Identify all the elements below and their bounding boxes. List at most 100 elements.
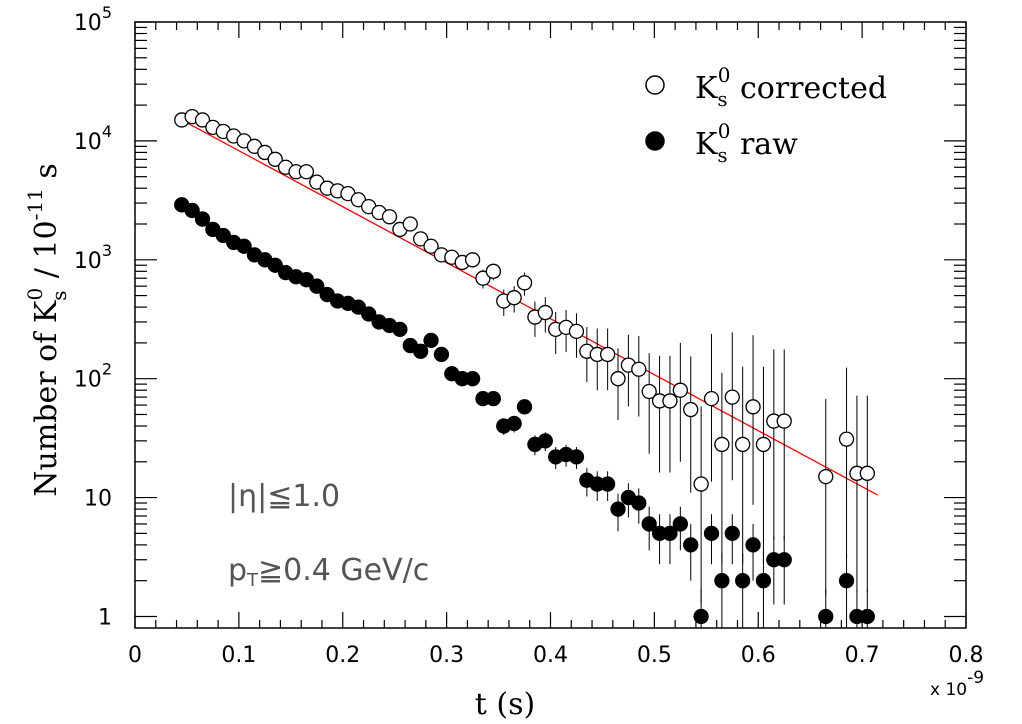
raw-data-point: [392, 321, 408, 337]
raw-data-point: [859, 608, 875, 625]
raw-data-point: [309, 278, 325, 294]
legend-entry-corrected: Ks0 corrected: [695, 63, 887, 111]
corrected-data-point: [641, 383, 657, 400]
raw-data-point: [464, 371, 481, 387]
y-tick-label: 1: [98, 605, 112, 630]
raw-data-point: [776, 552, 792, 568]
raw-data-point: [755, 573, 772, 589]
corrected-data-point: [350, 192, 366, 208]
raw-data-point: [361, 306, 377, 322]
corrected-data-point: [516, 275, 533, 291]
x-tick-label: 0: [128, 643, 142, 668]
corrected-data-point: [703, 390, 720, 407]
corrected-data-point: [267, 151, 283, 167]
raw-data-point: [215, 227, 231, 244]
raw-data-point: [683, 537, 699, 553]
x-tick-label: 0.6: [741, 643, 776, 668]
raw-data-point: [672, 516, 688, 532]
annotation-pt: pT≧0.4 GeV/c: [228, 553, 429, 591]
y-title-mid: / 10: [29, 220, 64, 287]
legend-raw-base: K: [695, 127, 718, 162]
raw-data-point: [693, 608, 709, 625]
x-tick-label: 0.3: [429, 643, 464, 668]
raw-data-point: [350, 299, 366, 315]
corrected-data-point: [485, 263, 502, 279]
corrected-data-point: [724, 389, 740, 405]
raw-data-point: [818, 608, 834, 625]
raw-data-point: [506, 415, 522, 432]
raw-data-point: [610, 501, 626, 517]
corrected-data-point: [257, 144, 273, 161]
legend: Ks0 corrected Ks0 raw: [645, 63, 887, 167]
corrected-data-point: [683, 401, 699, 418]
corrected-data-point: [662, 393, 678, 409]
x-multiplier-label: x 10-9: [930, 668, 984, 700]
annotation-pt-rest: ≧0.4 GeV/c: [258, 553, 429, 588]
y-tick-label: 102: [74, 360, 112, 393]
legend-raw-rest: raw: [730, 127, 798, 162]
raw-data-point: [599, 476, 616, 492]
raw-data-point: [714, 573, 730, 589]
annotation-pt-main: p: [228, 553, 247, 588]
raw-data-point: [267, 257, 283, 273]
x-tick-label: 0.5: [637, 643, 672, 668]
corrected-data-point: [413, 231, 429, 247]
x-tick-label: 0.2: [325, 643, 360, 668]
series-0: [174, 108, 875, 603]
y-tick-label: 104: [74, 122, 112, 155]
raw-data-point: [423, 332, 439, 349]
y-tick-label: 103: [74, 241, 112, 274]
x-tick-label: 0.4: [533, 643, 568, 668]
corrected-data-point: [610, 371, 626, 387]
x-tick-label: 0.8: [949, 643, 984, 668]
corrected-data-point: [859, 465, 875, 481]
x-multiplier-exp: -9: [967, 668, 984, 688]
legend-open-circle-icon: [645, 75, 665, 95]
series-1: [174, 197, 875, 628]
raw-data-point: [641, 516, 657, 532]
raw-data-point: [662, 525, 678, 542]
corrected-data-point: [745, 399, 761, 415]
corrected-data-point: [818, 468, 834, 485]
fit-line: [181, 119, 879, 496]
raw-data-point: [516, 399, 533, 415]
annotation-eta: |η|≦1.0: [228, 479, 340, 514]
raw-data-point: [184, 202, 200, 219]
legend-raw-sup: 0: [718, 119, 731, 143]
y-title-sub: s: [47, 291, 71, 301]
y-title-end: s: [29, 163, 64, 188]
legend-corrected-sub: s: [717, 87, 727, 111]
x-tick-label: 0.7: [845, 643, 880, 668]
corrected-data-point: [714, 436, 730, 453]
y-title-main: Number of K: [29, 300, 64, 497]
raw-data-point: [838, 573, 855, 589]
legend-entry-raw: Ks0 raw: [695, 119, 798, 167]
corrected-data-point: [599, 346, 616, 363]
fit-line-group: [181, 119, 879, 496]
x-multiplier-base: x 10: [930, 680, 967, 700]
corrected-data-point: [755, 436, 772, 453]
corrected-data-point: [568, 323, 585, 340]
corrected-data-point: [838, 431, 855, 447]
series-group: [174, 108, 875, 628]
legend-corrected-rest: corrected: [730, 71, 887, 106]
y-tick-label: 10: [84, 487, 112, 512]
corrected-data-point: [464, 252, 481, 268]
legend-corrected-base: K: [695, 71, 718, 106]
raw-data-point: [236, 238, 252, 254]
x-tick-label: 0.1: [221, 643, 256, 668]
x-axis-title: t (s): [475, 687, 535, 722]
corrected-data-point: [194, 112, 211, 128]
legend-filled-circle-icon: [645, 131, 665, 151]
corrected-data-point: [693, 476, 709, 492]
corrected-data-point: [475, 270, 491, 286]
y-axis-title: Number of Ks0 / 10-11 s: [23, 163, 71, 496]
raw-data-point: [745, 537, 761, 553]
legend-corrected-sup: 0: [718, 63, 731, 87]
legend-raw-sub: s: [717, 143, 727, 167]
y-title-sup: 0: [23, 288, 47, 301]
axis-ticks: [134, 21, 967, 628]
corrected-data-point: [402, 216, 418, 232]
raw-data-point: [537, 433, 553, 449]
